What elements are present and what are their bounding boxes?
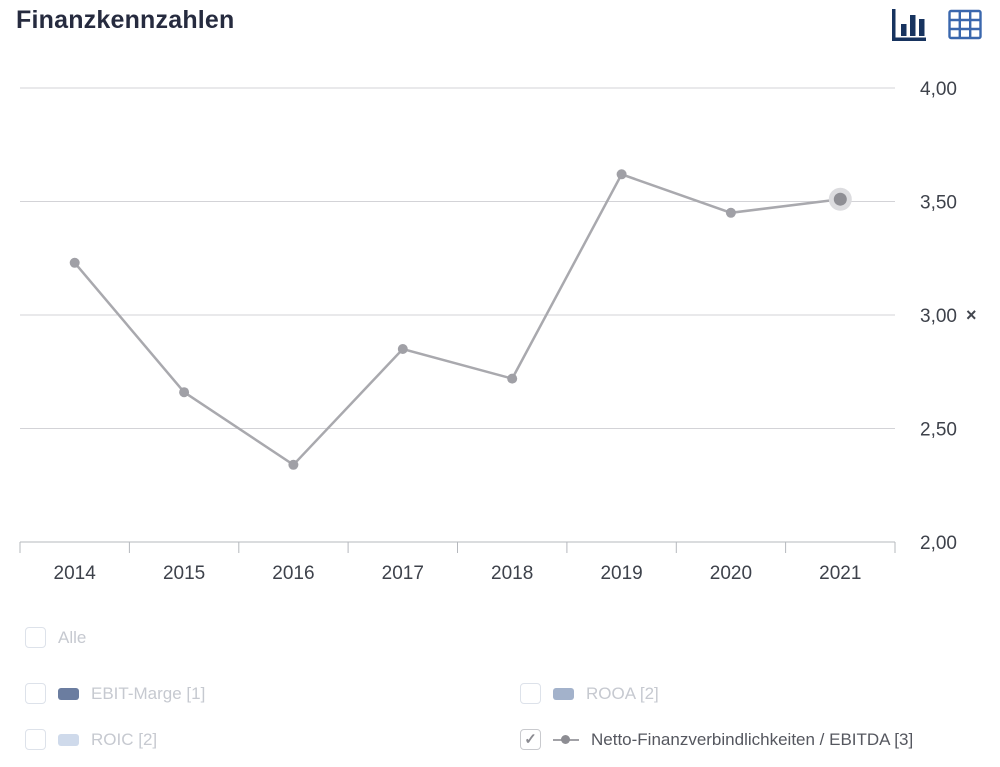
legend-label-alle: Alle [58, 627, 87, 647]
x-tick-label: 2017 [382, 563, 424, 584]
x-tick-label: 2020 [710, 563, 752, 584]
alle-checkbox[interactable] [25, 627, 46, 648]
ebit-marge-checkbox[interactable] [25, 683, 46, 704]
chart-view-icon[interactable] [892, 8, 928, 41]
legend-row: Alle [25, 624, 975, 651]
x-tick-label: 2018 [491, 563, 533, 584]
legend-item-netto-finanzverbindlichkeiten-ebitda[interactable]: ✓ Netto-Finanzverbindlichkeiten / EBITDA… [520, 729, 913, 750]
legend-row: ROIC [2] ✓ Netto-Finanzverbindlichkeiten… [25, 726, 975, 753]
legend-item-rooa[interactable]: ROOA [2] [520, 683, 659, 704]
legend-item-roic[interactable]: ROIC [2] [25, 729, 520, 750]
rooa-checkbox[interactable] [520, 683, 541, 704]
y-tick-label: 4,00 [920, 79, 957, 100]
data-point[interactable] [288, 459, 299, 470]
x-tick-label: 2016 [272, 563, 314, 584]
series-line-dot-marker-icon [553, 734, 579, 745]
x-tick-label: 2014 [54, 563, 97, 584]
data-point[interactable] [179, 387, 190, 398]
y-tick-label: 3,50 [920, 193, 957, 214]
data-point[interactable] [725, 207, 736, 218]
legend-label: ROOA [2] [586, 683, 659, 703]
roic-checkbox[interactable] [25, 729, 46, 750]
legend-item-ebit-marge[interactable]: EBIT-Marge [1] [25, 683, 520, 704]
page-title: Finanzkennzahlen [16, 6, 235, 34]
y-tick-label: 3,00 [920, 306, 957, 327]
series-line [73, 172, 841, 467]
header: Finanzkennzahlen [0, 0, 1000, 52]
data-point[interactable] [69, 257, 80, 268]
x-tick-label: 2019 [600, 563, 642, 584]
legend-item-alle[interactable]: Alle [25, 627, 520, 648]
legend-label: Netto-Finanzverbindlichkeiten / EBITDA [… [591, 729, 914, 749]
x-tick-label: 2021 [819, 563, 861, 584]
y-axis-close-icon[interactable]: × [966, 305, 977, 325]
legend-row: EBIT-Marge [1] ROOA [2] [25, 680, 975, 707]
roic-swatch [58, 733, 79, 746]
rooa-swatch [553, 687, 574, 700]
x-tick-label: 2015 [163, 563, 205, 584]
data-point[interactable] [397, 344, 408, 354]
legend-label: ROIC [2] [91, 729, 158, 749]
y-tick-label: 2,50 [920, 420, 957, 441]
line-chart: 4,00 3,50 3,00 × 2,50 2,00 2014 2015 2016 2017 201… [19, 79, 977, 584]
legend: Alle EBIT-Marge [1] ROOA [2] ROIC [2] ✓ … [25, 624, 975, 753]
y-tick-label: 2,00 [920, 533, 957, 554]
legend-label: EBIT-Marge [1] [91, 683, 206, 703]
data-point[interactable] [507, 373, 518, 384]
data-point[interactable] [833, 192, 847, 206]
netto-finanzverbindlichkeiten-checkbox[interactable]: ✓ [520, 729, 541, 750]
data-point[interactable] [616, 169, 627, 180]
view-toggle [892, 8, 982, 41]
table-view-icon[interactable] [948, 8, 982, 41]
ebit-marge-swatch [58, 687, 79, 700]
